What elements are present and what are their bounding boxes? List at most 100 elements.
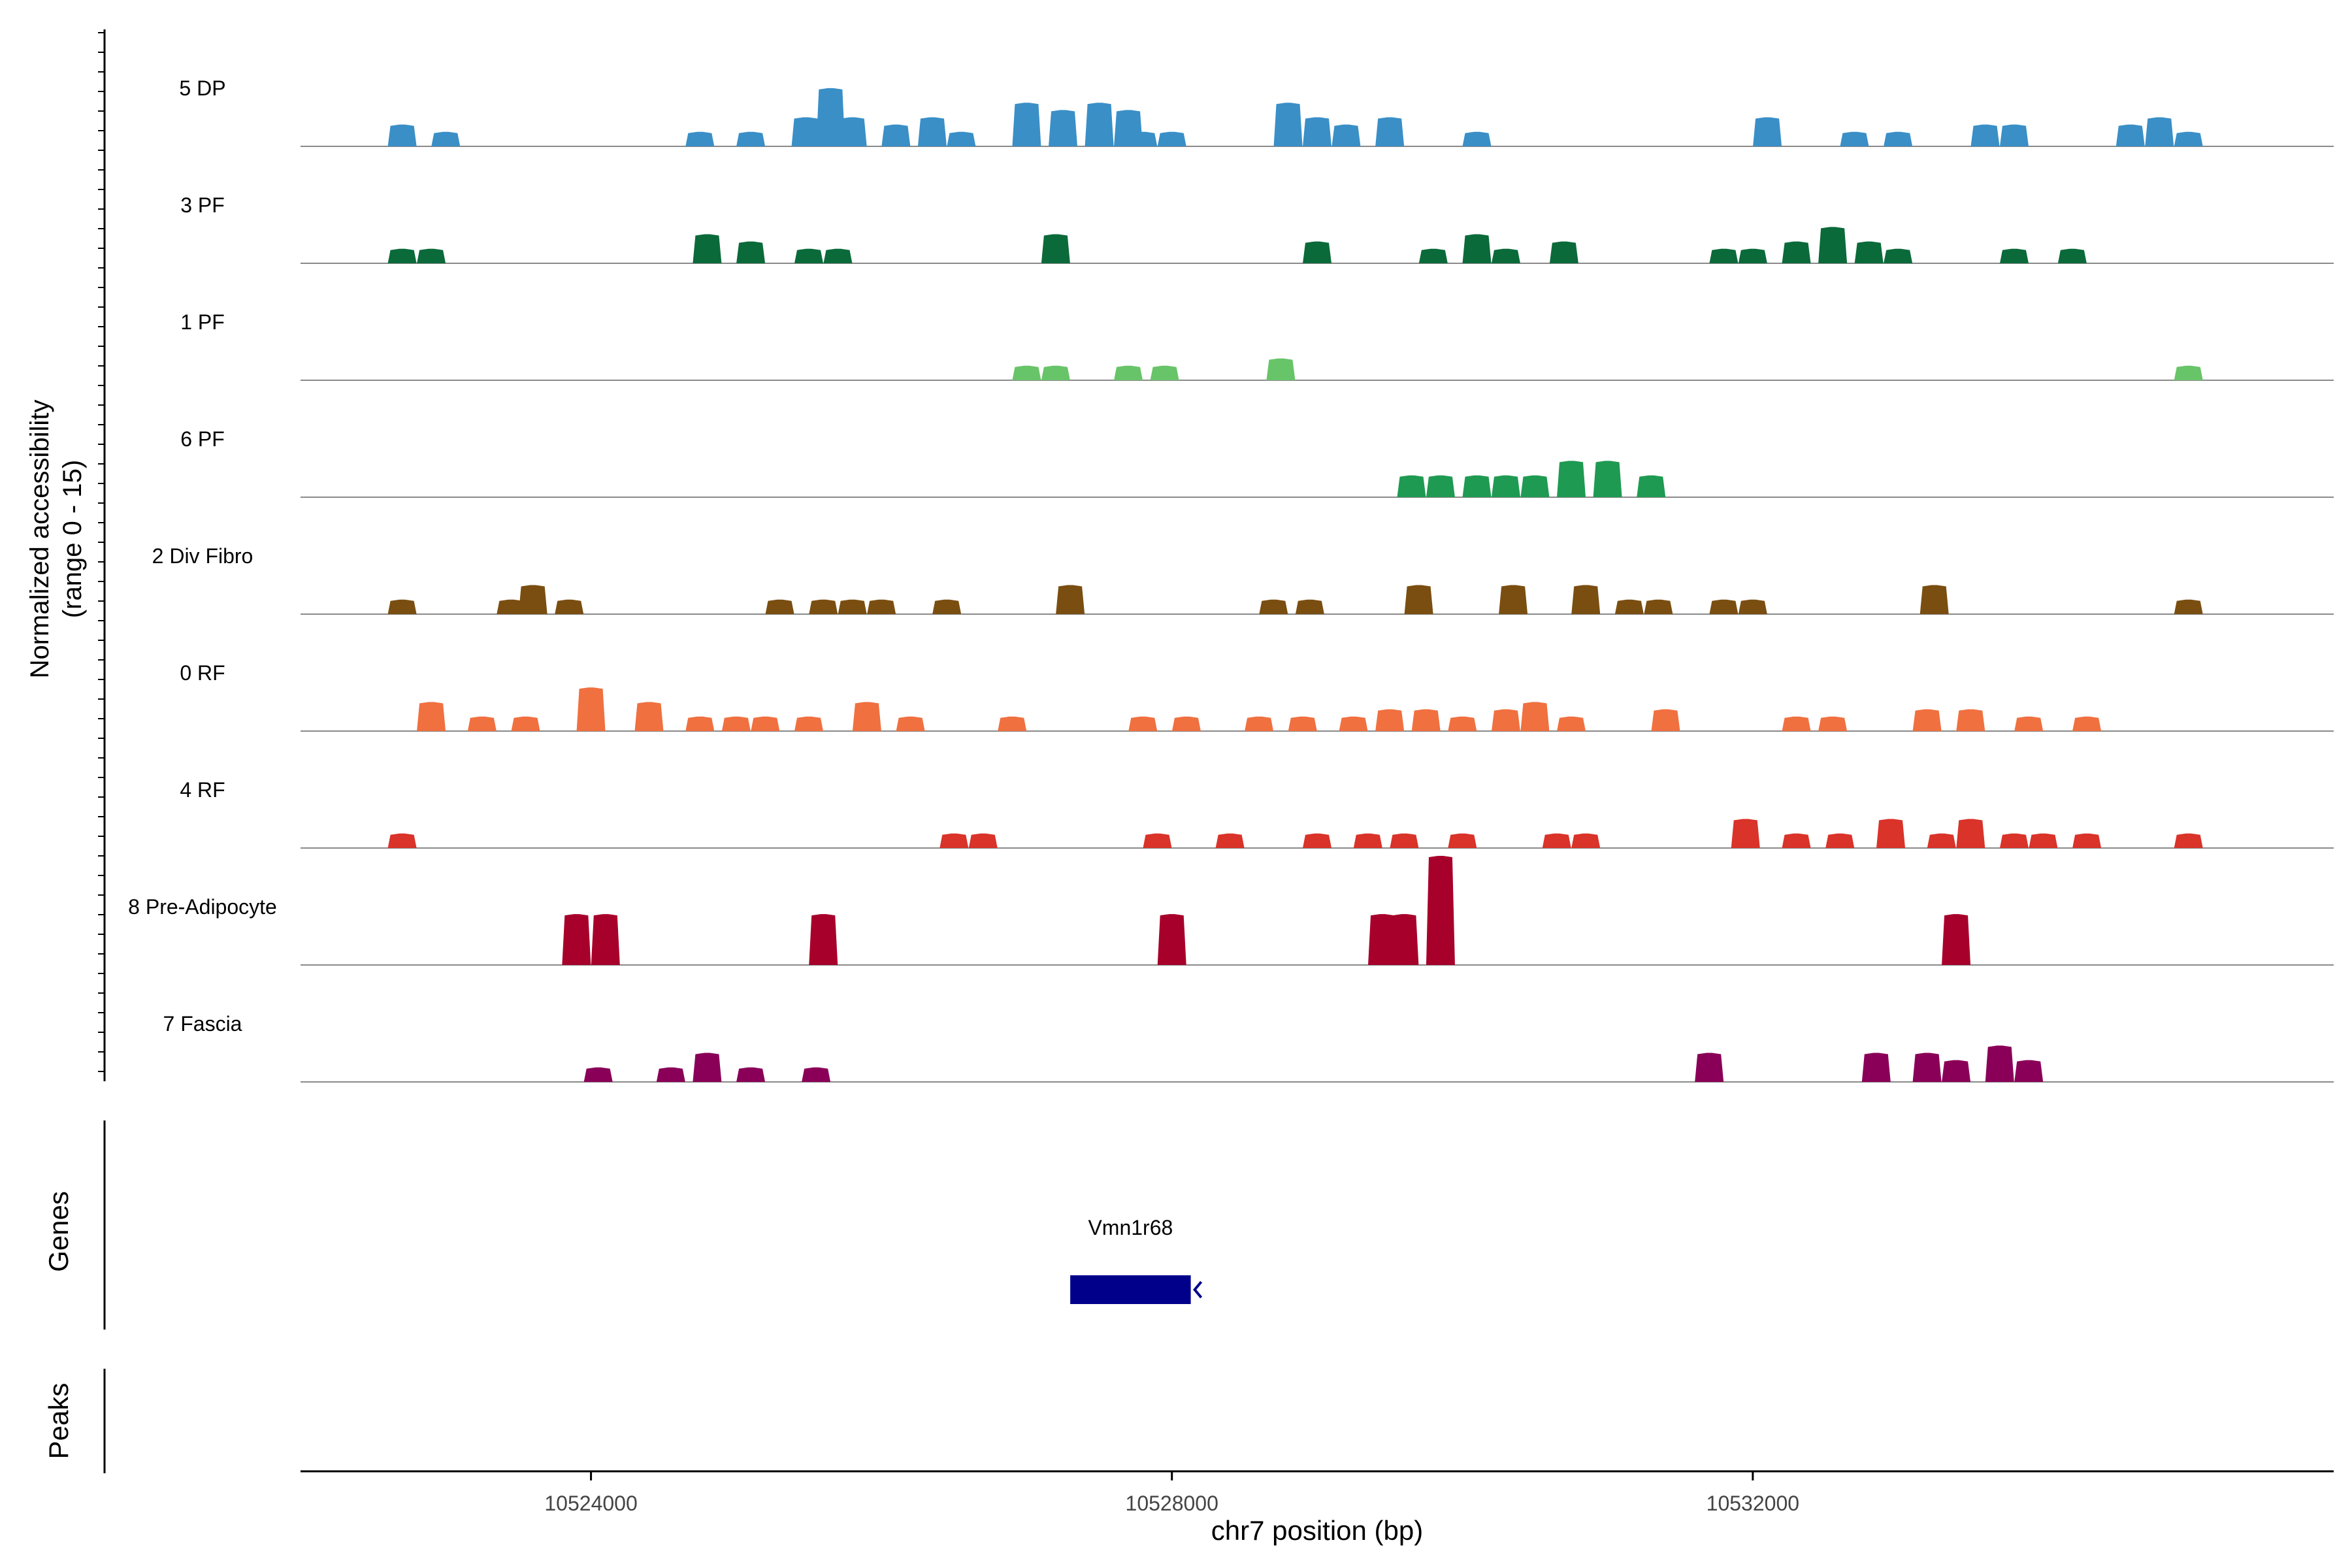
coverage-peak <box>794 248 823 263</box>
coverage-peak <box>852 702 881 731</box>
coverage-peak <box>1426 856 1455 965</box>
coverage-peak <box>881 124 911 146</box>
strand-arrow <box>1193 1281 1203 1299</box>
coverage-peak <box>809 599 838 614</box>
coverage-peak <box>1404 585 1433 614</box>
coverage-peak <box>1418 248 1448 263</box>
coverage-peak <box>1462 131 1492 146</box>
coverage-tracks: 5 DP 3 PF 1 PF 6 PF 2 Div Fibro 0 RF 4 RF 8 Pre… <box>128 76 2334 1083</box>
coverage-peak <box>1549 241 1578 263</box>
track-label: 5 DP <box>179 76 225 100</box>
x-tick-label: 10532000 <box>1707 1492 1799 1515</box>
coverage-peak <box>656 1067 685 1082</box>
coverage-peak <box>555 599 584 614</box>
coverage-peak <box>1884 131 1913 146</box>
gene-label: Vmn1r68 <box>1088 1216 1173 1239</box>
coverage-peak <box>736 1067 766 1082</box>
coverage-peak <box>1542 833 1571 848</box>
coverage-peak <box>1840 131 1869 146</box>
coverage-peak <box>1448 716 1477 731</box>
track-label: 3 PF <box>180 193 225 217</box>
coverage-peak <box>1056 585 1085 614</box>
coverage-peak <box>1557 461 1586 497</box>
coverage-peak <box>1854 241 1884 263</box>
coverage-peak <box>816 88 845 146</box>
gene-track: Vmn1r68 <box>1070 1216 1203 1304</box>
coverage-peak <box>1956 709 1985 731</box>
coverage-peak <box>1041 365 1070 380</box>
coverage-peak <box>1571 833 1601 848</box>
coverage-peak <box>1818 227 1848 263</box>
coverage-peak <box>2029 833 2058 848</box>
coverage-peak <box>968 833 998 848</box>
coverage-peak <box>2145 117 2174 146</box>
coverage-peak <box>1919 585 1949 614</box>
coverage-peak <box>1557 716 1586 731</box>
coverage-peak <box>1368 914 1397 965</box>
coverage-peak <box>562 914 591 965</box>
coverage-peak <box>2072 716 2102 731</box>
coverage-peak <box>1049 110 1077 146</box>
coverage-peak <box>1245 716 1274 731</box>
coverage-peak <box>1520 475 1550 497</box>
coverage-peak <box>1491 475 1520 497</box>
coverage-peak <box>838 599 867 614</box>
coverage-peak <box>1571 585 1601 614</box>
coverage-peak <box>1303 833 1331 848</box>
coverage-peak <box>387 599 417 614</box>
track-label: 4 RF <box>180 778 225 802</box>
track-label: 8 Pre-Adipocyte <box>128 895 277 919</box>
x-axis-ticks: 10524000 10528000 10532000 <box>544 1471 1799 1515</box>
coverage-peak <box>387 124 417 146</box>
coverage-peak <box>1999 248 2029 263</box>
coverage-peak <box>2174 365 2203 380</box>
coverage-peak <box>1782 833 1811 848</box>
coverage-peak <box>1709 599 1739 614</box>
coverage-peak <box>2014 716 2044 731</box>
coverage-peak <box>1397 475 1426 497</box>
coverage-peak <box>1709 248 1739 263</box>
coverage-peak <box>417 702 446 731</box>
coverage-peak <box>2057 248 2087 263</box>
coverage-peak <box>1273 103 1303 146</box>
coverage-peak <box>1128 131 1158 146</box>
coverage-peak <box>431 131 461 146</box>
coverage-peak <box>1876 819 1906 848</box>
coverage-peak <box>917 117 947 146</box>
x-tick-label: 10524000 <box>544 1492 637 1515</box>
coverage-peak <box>1614 599 1644 614</box>
coverage-peak <box>1339 716 1368 731</box>
coverage-peak <box>1782 716 1811 731</box>
coverage-peak <box>802 1067 831 1082</box>
coverage-peak <box>2174 131 2203 146</box>
track-2: 1 PF <box>180 310 2334 381</box>
coverage-peak <box>1912 709 1942 731</box>
coverage-peak <box>751 716 780 731</box>
genes-panel-label: Genes <box>43 1191 74 1272</box>
coverage-peak <box>1375 709 1405 731</box>
coverage-peak <box>1288 716 1317 731</box>
coverage-peak <box>1266 358 1296 380</box>
track-3: 6 PF <box>180 427 2334 498</box>
coverage-peak <box>867 599 896 614</box>
coverage-peak <box>518 585 547 614</box>
coverage-peak <box>1956 819 1985 848</box>
y-axis-label: Normalized accessibility <box>25 400 54 679</box>
coverage-peak <box>1303 241 1331 263</box>
coverage-peak <box>1303 117 1331 146</box>
coverage-peak <box>1912 1053 1942 1082</box>
track-8: 7 Fascia <box>163 1012 2334 1083</box>
track-5: 0 RF <box>180 661 2334 732</box>
coverage-peak <box>1861 1053 1891 1082</box>
coverage-peak <box>1999 833 2029 848</box>
coverage-peak <box>685 131 715 146</box>
coverage-peak <box>1825 833 1855 848</box>
coverage-peak <box>998 716 1027 731</box>
coverage-peak <box>1462 475 1492 497</box>
coverage-peak <box>1593 461 1622 497</box>
x-tick-label: 10528000 <box>1126 1492 1218 1515</box>
coverage-peak <box>2174 599 2203 614</box>
coverage-peak <box>1695 1053 1724 1082</box>
coverage-peak <box>1295 599 1324 614</box>
coverage-peak <box>2072 833 2102 848</box>
